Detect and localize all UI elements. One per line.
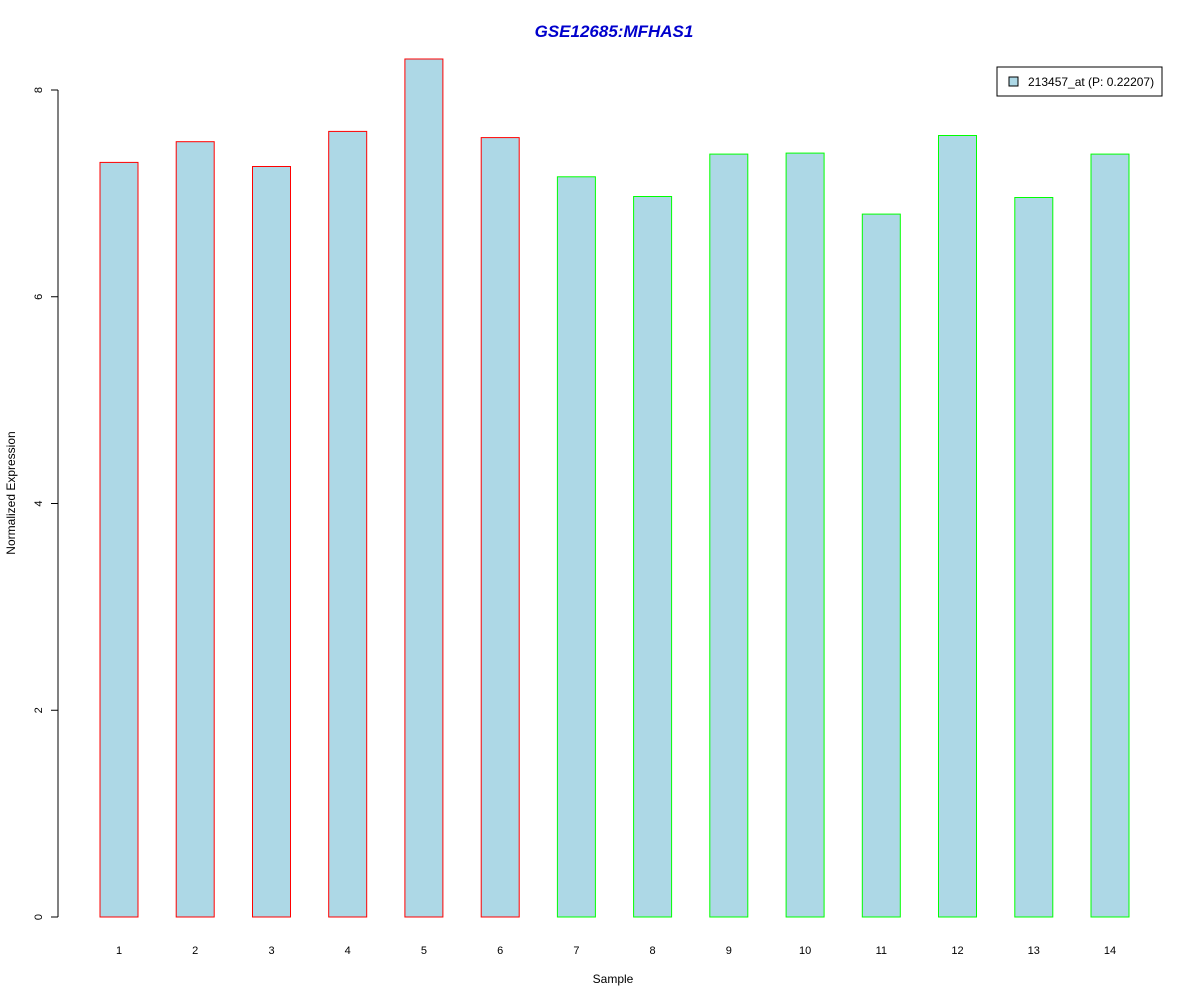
- x-tick-label: 5: [421, 945, 427, 957]
- x-tick-label: 11: [876, 945, 887, 957]
- bar-sample-2: [175, 141, 215, 918]
- x-tick-label: 2: [192, 945, 198, 957]
- y-tick-label: 2: [33, 707, 45, 713]
- x-tick-label: 6: [497, 945, 503, 957]
- x-tick-label: 7: [573, 945, 579, 957]
- x-tick-label: 3: [268, 945, 274, 957]
- legend: 213457_at (P: 0.22207): [996, 66, 1163, 97]
- x-tick-label: 13: [1028, 945, 1040, 957]
- x-tick-label: 10: [799, 945, 811, 957]
- x-tick-label: 1: [116, 945, 122, 957]
- bar-sample-7: [556, 176, 596, 918]
- x-tick-label: 9: [726, 945, 732, 957]
- bar-sample-3: [252, 166, 291, 918]
- bar-sample-11: [861, 213, 901, 918]
- bar-sample-14: [1090, 153, 1130, 918]
- chart-title: GSE12685:MFHAS1: [535, 22, 694, 41]
- bar-sample-4: [328, 130, 368, 918]
- y-tick-label: 4: [33, 500, 45, 506]
- bar-sample-12: [938, 135, 977, 918]
- x-tick-labels: 1 2 3 4 5 6 7 8 9 10 11 12 13 14: [116, 945, 1116, 957]
- x-axis-label: Sample: [593, 972, 634, 986]
- bar-sample-5: [404, 58, 444, 918]
- y-axis-label: Normalized Expression: [4, 431, 18, 554]
- legend-box: [996, 66, 1163, 97]
- bar-sample-13: [1014, 197, 1054, 918]
- bars: [99, 58, 1130, 918]
- x-tick-label: 4: [345, 945, 351, 957]
- y-tick-label: 0: [33, 914, 45, 920]
- x-tick-label: 14: [1104, 945, 1116, 957]
- y-tick-label: 6: [33, 294, 45, 300]
- legend-series-label: 213457_at (P: 0.22207): [1028, 75, 1154, 89]
- bar-sample-9: [709, 153, 749, 918]
- bar-sample-1: [99, 161, 139, 918]
- bar-sample-10: [785, 152, 825, 918]
- y-axis: 0 2 4 6 8: [33, 87, 59, 920]
- y-tick-label: 8: [33, 87, 45, 93]
- bar-sample-8: [633, 196, 673, 918]
- x-tick-label: 12: [951, 945, 963, 957]
- legend-swatch: [1008, 76, 1019, 87]
- x-tick-label: 8: [650, 945, 656, 957]
- bar-sample-6: [480, 137, 520, 918]
